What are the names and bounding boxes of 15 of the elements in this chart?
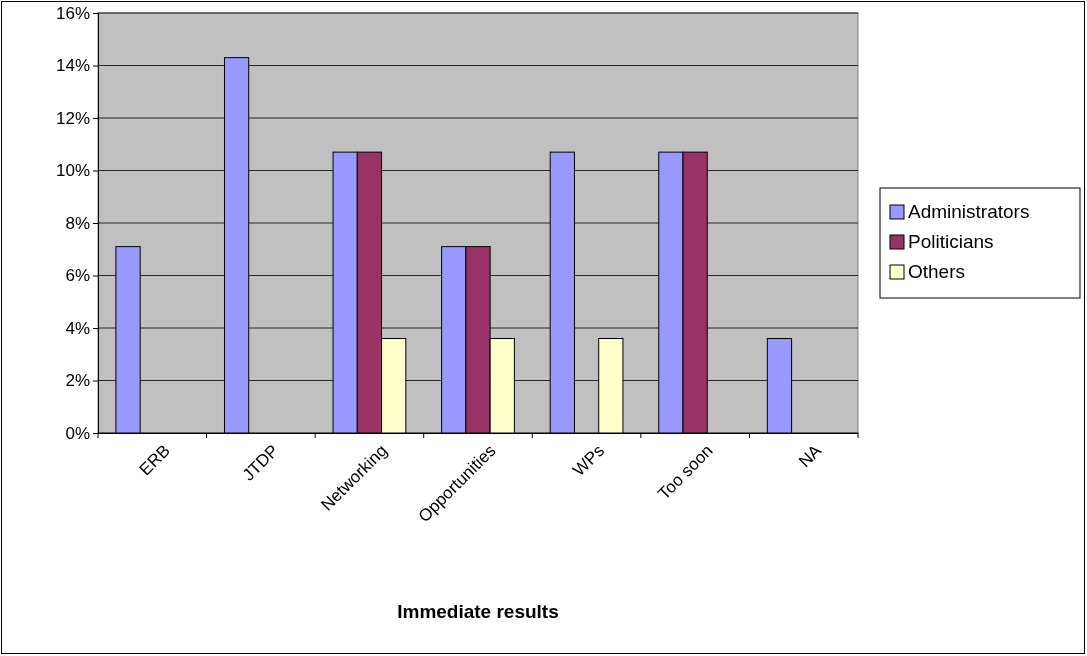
y-tick-label: 8% [65,213,90,233]
y-tick-label: 12% [55,108,90,128]
y-tick-label: 16% [55,3,90,23]
y-tick-label: 10% [55,161,90,181]
legend-label: Others [908,261,966,282]
x-tick-label: NA [795,440,826,472]
y-tick-label: 4% [65,318,90,338]
x-axis-title: Immediate results [397,601,559,622]
y-tick-label: 0% [65,423,90,443]
legend-label: Administrators [908,201,1030,222]
y-tick-label: 14% [55,56,90,76]
legend-label: Politicians [908,231,994,252]
y-tick-label: 6% [65,266,90,286]
y-tick-label: 2% [65,371,90,391]
x-tick-label: WPs [569,441,609,480]
